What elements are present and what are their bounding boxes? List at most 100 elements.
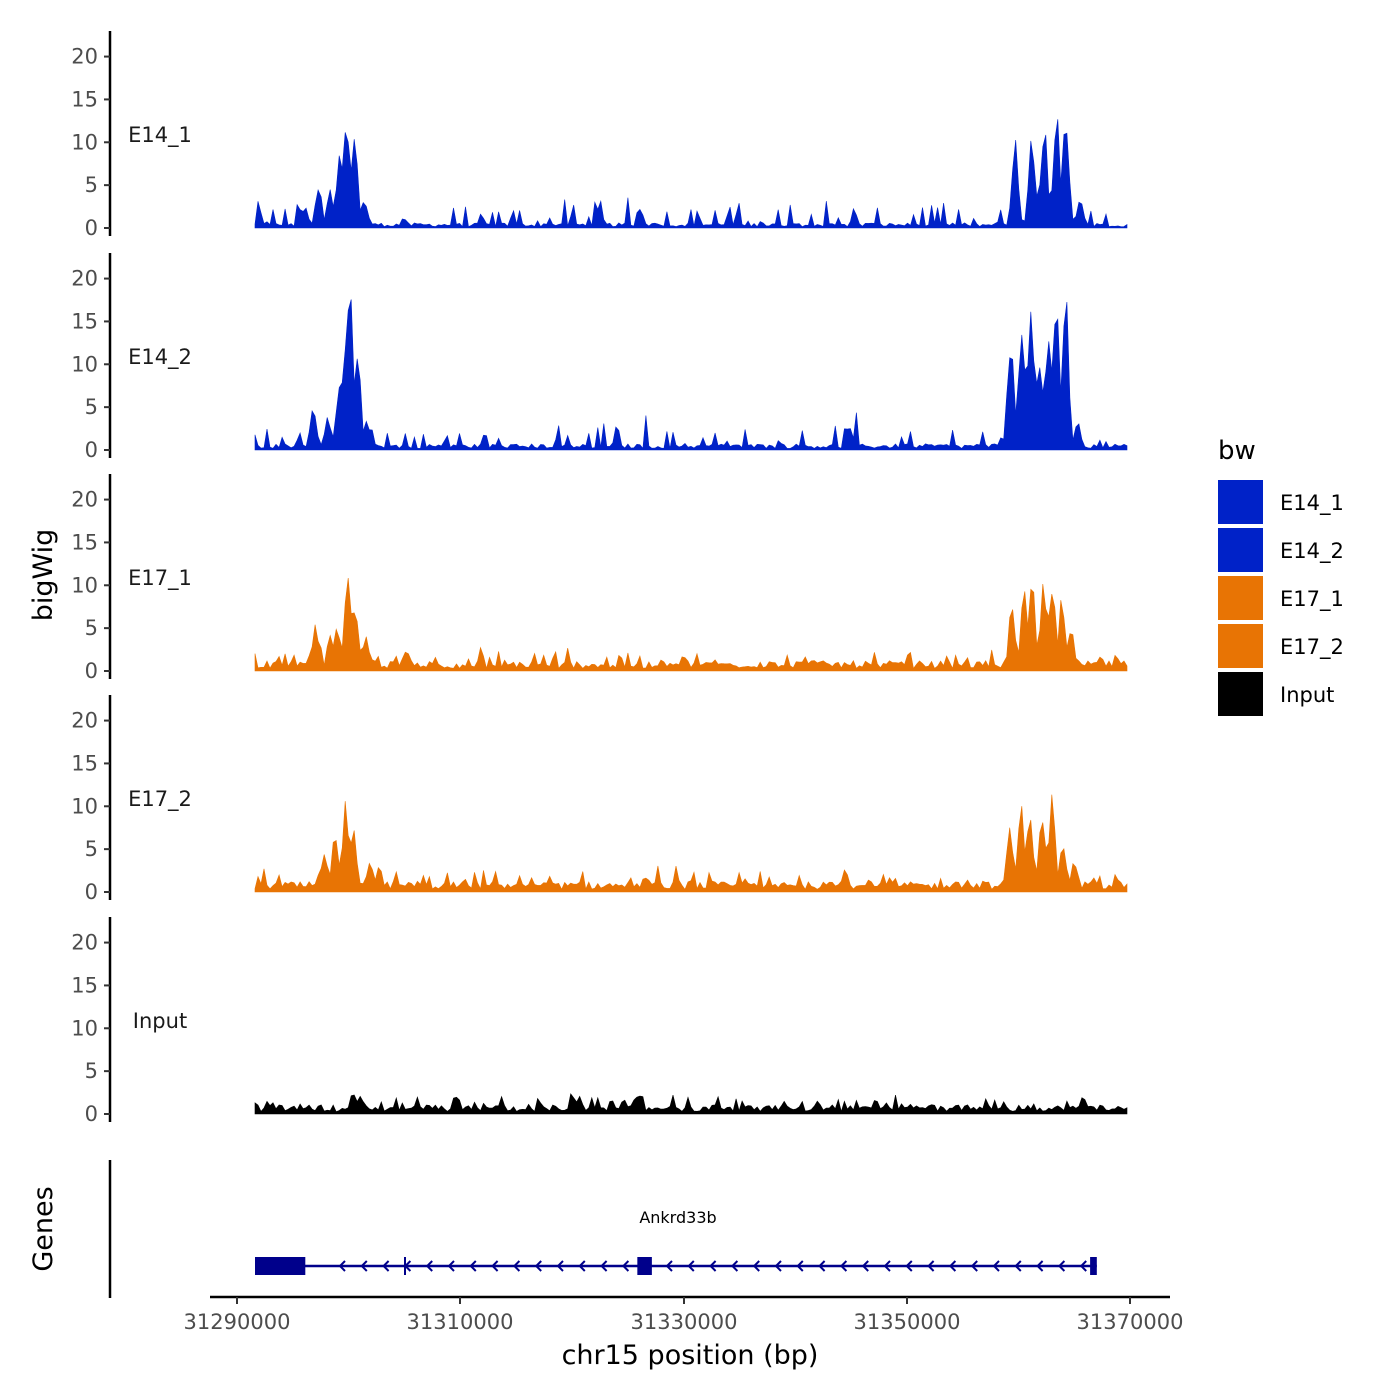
y-tick-label: 5: [85, 837, 98, 861]
y-tick-label: 15: [71, 973, 98, 997]
strand-arrow: [709, 1260, 717, 1272]
strand-arrow: [883, 1260, 891, 1272]
y-tick-label: 10: [71, 1016, 98, 1040]
y-tick-label: 15: [71, 751, 98, 775]
legend-swatch-E14_1: [1218, 480, 1263, 524]
x-tick-label: 31310000: [407, 1310, 514, 1334]
legend-swatch-E17_1: [1218, 576, 1263, 620]
strand-arrow: [730, 1260, 739, 1272]
signal-area-E14_2: [254, 299, 1128, 451]
y-tick-label: 10: [71, 130, 98, 154]
x-tick-label: 31350000: [854, 1310, 961, 1334]
strand-arrow: [382, 1260, 390, 1272]
strand-arrow: [425, 1260, 433, 1272]
gene-exon: [637, 1257, 652, 1275]
strand-arrow: [839, 1260, 848, 1272]
gene-name-label: Ankrd33b: [639, 1208, 716, 1227]
strand-arrow: [1014, 1260, 1022, 1272]
track-E14_2: 0 5 10 15 20 E14_2: [71, 253, 1128, 462]
strand-arrow: [600, 1260, 608, 1272]
y-tick-label: 5: [85, 395, 98, 419]
track-label: Input: [133, 1009, 187, 1033]
y-tick-label: 0: [85, 880, 98, 904]
strand-arrow: [512, 1260, 521, 1272]
x-axis-title: chr15 position (bp): [562, 1340, 819, 1371]
y-tick-label: 15: [71, 87, 98, 111]
track-Input: 0 5 10 15 20 Input: [71, 917, 1128, 1126]
y-tick-label: 10: [71, 573, 98, 597]
y-tick-label: 20: [71, 267, 98, 291]
strand-arrow: [752, 1260, 760, 1272]
strand-arrow: [818, 1260, 826, 1272]
y-tick-label: 0: [85, 438, 98, 462]
strand-arrow: [621, 1260, 630, 1272]
signal-area-E17_2: [254, 794, 1128, 893]
strand-arrow: [1057, 1260, 1066, 1272]
y-tick-label: 5: [85, 1059, 98, 1083]
legend: bw E14_1 E14_2 E17_1 E17_2 Input: [1218, 436, 1344, 716]
strand-arrow: [534, 1260, 542, 1272]
legend-label-E17_2: E17_2: [1280, 635, 1344, 660]
strand-arrow: [491, 1260, 499, 1272]
track-label: E14_1: [128, 123, 192, 148]
x-axis: 31290000 31310000 31330000 31350000 31370000: [184, 1295, 1184, 1334]
gene-exon: [255, 1257, 306, 1275]
signal-area-E14_1: [254, 119, 1128, 229]
track-E17_2: 0 5 10 15 20 E17_2: [71, 695, 1128, 904]
strand-arrow: [578, 1260, 586, 1272]
strand-arrow: [665, 1260, 673, 1272]
y-axis-title: bigWig: [28, 529, 59, 622]
track-label: E17_2: [128, 787, 192, 812]
y-tick-label: 5: [85, 616, 98, 640]
strand-arrow: [447, 1260, 455, 1272]
strand-arrow: [796, 1260, 804, 1272]
track-E14_1: 0 5 10 15 20 E14_1: [71, 31, 1128, 240]
legend-label-E17_1: E17_1: [1280, 587, 1344, 612]
y-tick-label: 20: [71, 709, 98, 733]
legend-label-E14_2: E14_2: [1280, 539, 1344, 564]
y-tick-label: 0: [85, 1102, 98, 1126]
strand-arrow: [992, 1260, 1000, 1272]
y-tick-label: 15: [71, 309, 98, 333]
signal-tracks: 05101520E14_105101520E14_205101520E17_10…: [71, 31, 1128, 1126]
strand-arrow: [927, 1260, 935, 1272]
x-tick-label: 31370000: [1077, 1310, 1184, 1334]
strand-arrow: [360, 1260, 368, 1272]
strand-arrow: [774, 1260, 782, 1272]
signal-area-E17_1: [254, 577, 1128, 672]
strand-arrow: [556, 1260, 564, 1272]
strand-arrow: [687, 1260, 695, 1272]
strand-arrow: [338, 1260, 346, 1272]
track-E17_1: 0 5 10 15 20 E17_1: [71, 474, 1128, 683]
y-tick-label: 10: [71, 352, 98, 376]
y-tick-label: 20: [71, 45, 98, 69]
legend-swatch-E17_2: [1218, 624, 1263, 668]
strand-arrow: [970, 1260, 978, 1272]
strand-arrow: [948, 1260, 957, 1272]
legend-title: bw: [1218, 436, 1256, 466]
y-tick-label: 20: [71, 931, 98, 955]
track-label: E17_1: [128, 566, 192, 591]
gene-exon: [1090, 1257, 1097, 1275]
y-tick-label: 0: [85, 659, 98, 683]
strand-arrow: [1036, 1260, 1044, 1272]
strand-arrow: [469, 1260, 477, 1272]
strand-arrow: [905, 1260, 913, 1272]
y-tick-label: 5: [85, 173, 98, 197]
y-tick-label: 10: [71, 794, 98, 818]
gene-track: Ankrd33b: [108, 1160, 1097, 1298]
y-tick-label: 0: [85, 216, 98, 240]
gene-track-title: Genes: [28, 1186, 59, 1271]
track-label: E14_2: [128, 345, 192, 370]
legend-label-Input: Input: [1280, 683, 1334, 707]
legend-swatch-Input: [1218, 672, 1263, 716]
y-tick-label: 20: [71, 488, 98, 512]
x-tick-label: 31330000: [631, 1310, 738, 1334]
y-tick-label: 15: [71, 530, 98, 554]
strand-arrow: [1079, 1260, 1087, 1272]
legend-label-E14_1: E14_1: [1280, 491, 1344, 516]
strand-arrow: [861, 1260, 869, 1272]
x-tick-label: 31290000: [184, 1310, 291, 1334]
legend-swatch-E14_2: [1218, 528, 1263, 572]
